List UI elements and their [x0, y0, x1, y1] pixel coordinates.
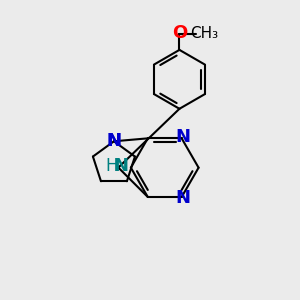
Text: N: N: [176, 128, 190, 146]
Text: N: N: [114, 157, 129, 175]
Text: O: O: [172, 24, 187, 42]
Text: N: N: [106, 132, 122, 150]
Text: CH₃: CH₃: [190, 26, 218, 41]
Text: N: N: [176, 189, 190, 207]
Text: N: N: [106, 132, 122, 150]
Text: H: H: [106, 157, 118, 175]
